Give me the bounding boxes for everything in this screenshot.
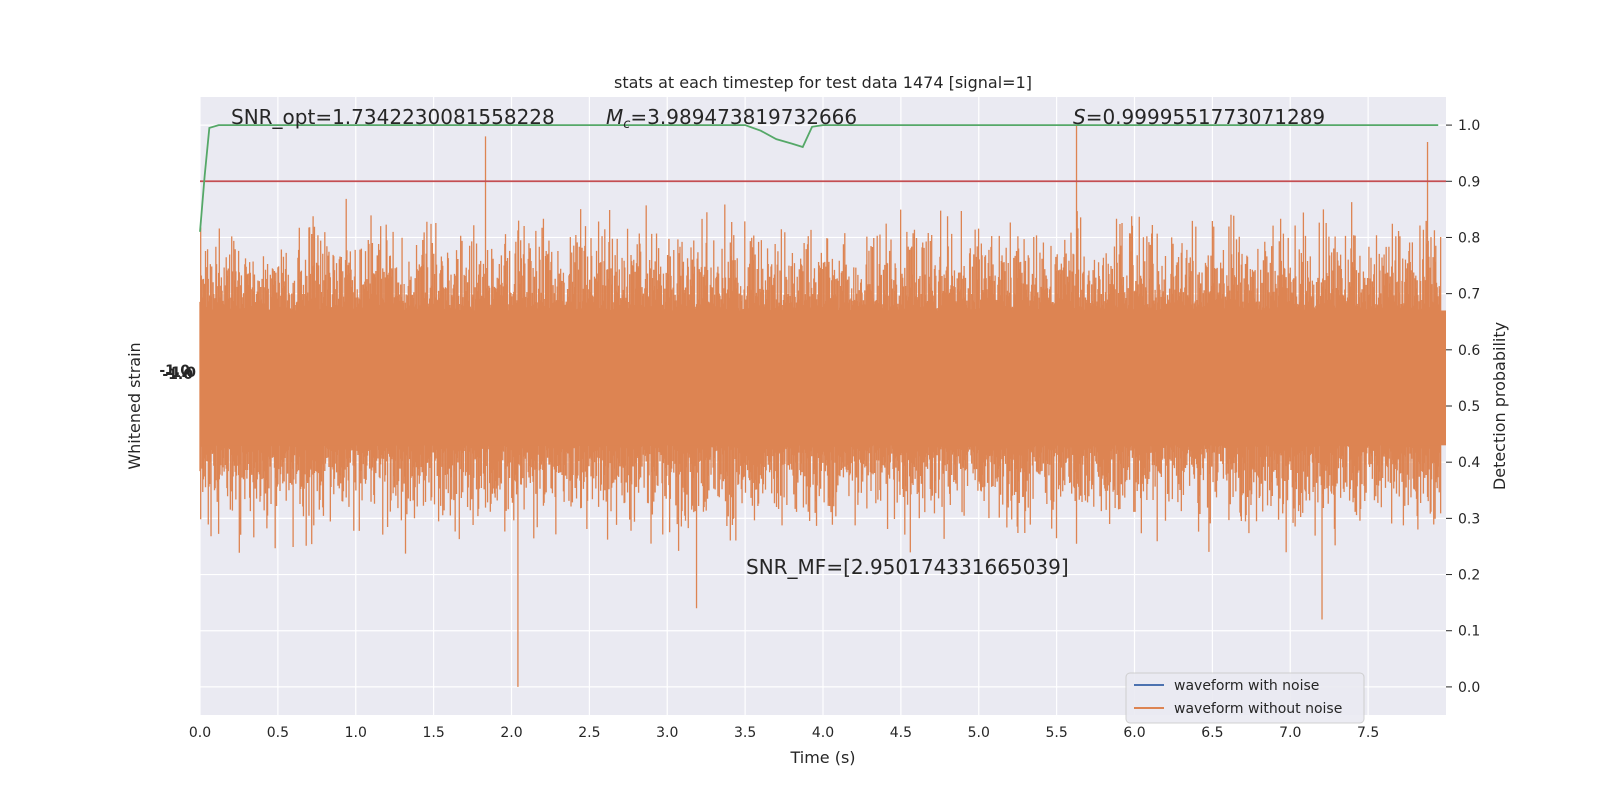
x-axis-ticks: 0.0 0.5 1.0 1.5 2.0 2.5 3.0 3.5 4.0 4.5 5.0 5.5 6.0 6…: [189, 725, 1379, 741]
y-right-tick-label: 0.4: [1458, 455, 1480, 471]
annotation-s-value: S=0.9999551773071289: [1073, 105, 1325, 129]
y-right-tick-label: 0.2: [1458, 568, 1480, 584]
chirp-mass-value: =3.989473819732666: [630, 105, 857, 129]
x-tick-label: 1.5: [422, 725, 444, 741]
chart-title: stats at each timestep for test data 147…: [614, 73, 1032, 92]
y-right-tick-label: 0.7: [1458, 287, 1480, 303]
y-left-tick-label-overlap-1: -1.0: [165, 365, 196, 381]
s-value: =0.9999551773071289: [1086, 105, 1325, 129]
noise-series: [199, 125, 1446, 687]
probability-series: [199, 124, 1446, 232]
waveform-dense-core: [200, 310, 1446, 446]
x-tick-label: 5.5: [1045, 725, 1067, 741]
y-right-tick-label: 1.0: [1458, 118, 1480, 134]
x-tick-label: 2.5: [578, 725, 600, 741]
y-right-tick-label: 0.3: [1458, 511, 1480, 527]
y-left-tick-label-overlap-2: -1.0: [162, 367, 193, 383]
annotation-chirp-mass: Mc=3.989473819732666: [606, 105, 857, 132]
detection-probability-line: [199, 124, 1439, 232]
legend: waveform with noise waveform without noi…: [1125, 672, 1365, 724]
y-right-tick-label: 0.8: [1458, 230, 1480, 246]
y-left-tick-label-overlap-3: -1.0: [159, 363, 190, 379]
x-tick-label: 4.0: [812, 725, 834, 741]
x-tick-label: 0.0: [189, 725, 211, 741]
legend-label-without-noise: waveform without noise: [1174, 701, 1342, 717]
x-tick-label: 1.0: [345, 725, 367, 741]
x-tick-label: 6.0: [1123, 725, 1145, 741]
y-left-axis-label: Whitened strain: [125, 342, 144, 469]
y-right-tick-label: 0.5: [1458, 399, 1480, 415]
annotation-snr-mf: SNR_MF=[2.950174331665039]: [746, 555, 1069, 579]
x-tick-label: 5.0: [968, 725, 990, 741]
chirp-mass-subscript: c: [623, 117, 630, 132]
y-right-tick-label: 0.6: [1458, 343, 1480, 359]
y-right-tick-label: 0.1: [1458, 624, 1480, 640]
y-right-axis-label: Detection probability: [1490, 322, 1509, 490]
x-tick-label: 3.5: [734, 725, 756, 741]
x-tick-label: 6.5: [1201, 725, 1223, 741]
x-tick-label: 3.0: [656, 725, 678, 741]
chirp-mass-symbol: M: [606, 105, 623, 129]
y-right-tick-label: 0.9: [1458, 174, 1480, 190]
x-tick-label: 2.0: [500, 725, 522, 741]
x-tick-label: 4.5: [890, 725, 912, 741]
annotation-snr-opt: SNR_opt=1.7342230081558228: [231, 105, 555, 129]
y-right-axis-ticks: 0.0 0.1 0.2 0.3 0.4 0.5 0.6 0.7 0.8 0.9 1.0: [1446, 118, 1480, 696]
legend-label-with-noise: waveform with noise: [1174, 678, 1319, 694]
y-right-tick-label: 0.0: [1458, 680, 1480, 696]
x-axis-label: Time (s): [789, 748, 855, 767]
legend-box: [1125, 672, 1365, 724]
x-tick-label: 7.0: [1279, 725, 1301, 741]
s-symbol: S: [1073, 105, 1086, 129]
x-tick-label: 7.5: [1357, 725, 1379, 741]
x-tick-label: 0.5: [267, 725, 289, 741]
